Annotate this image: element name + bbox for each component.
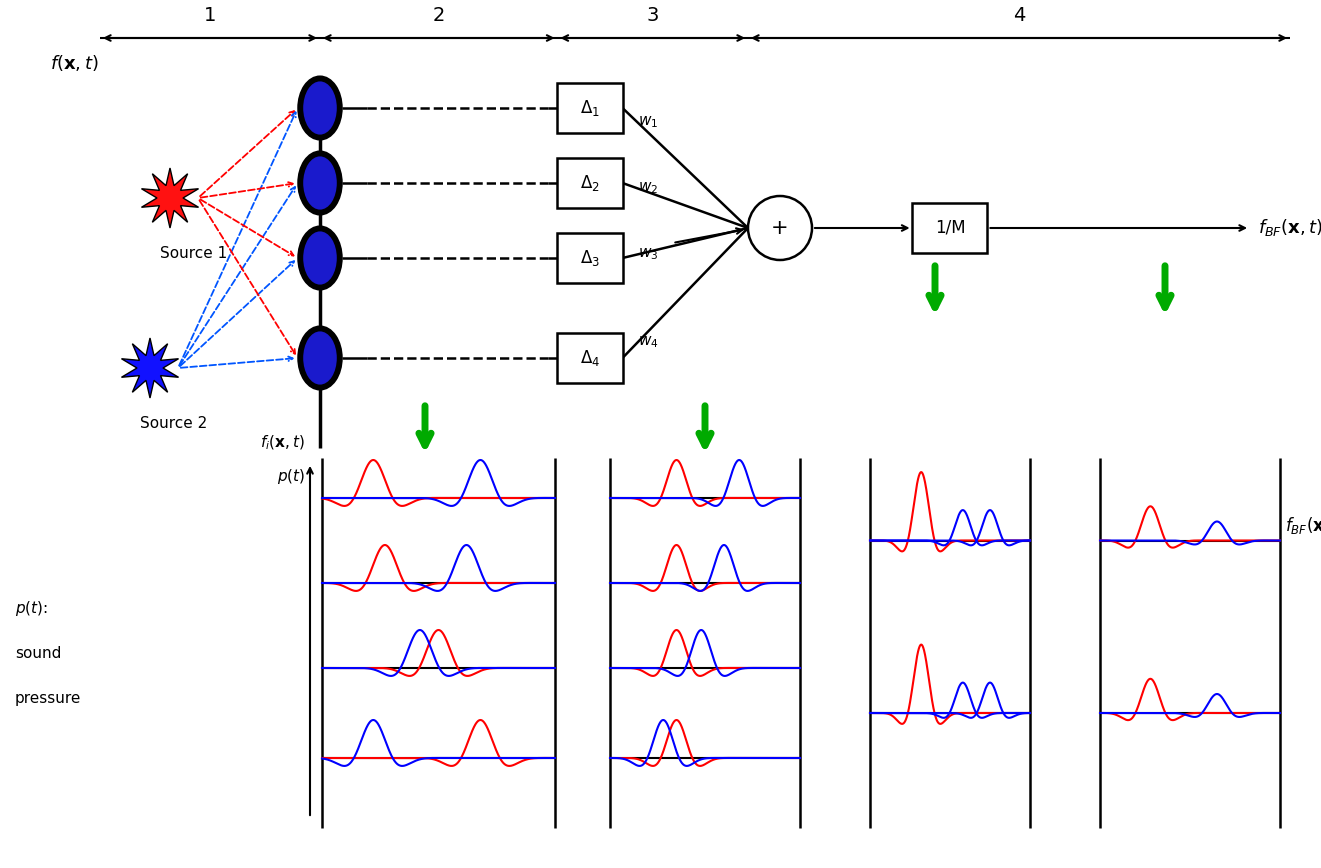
Text: $p(t)$: $p(t)$ xyxy=(277,466,305,485)
Text: 1/M: 1/M xyxy=(935,219,966,237)
Text: $\Delta_4$: $\Delta_4$ xyxy=(580,348,600,368)
Text: $f_{BF}(\mathbf{x},t)$: $f_{BF}(\mathbf{x},t)$ xyxy=(1258,218,1321,239)
Text: $\Delta_2$: $\Delta_2$ xyxy=(580,173,600,193)
Text: +: + xyxy=(771,218,789,238)
Text: Source 2: Source 2 xyxy=(140,416,207,431)
Text: $w_1$: $w_1$ xyxy=(638,115,658,130)
Polygon shape xyxy=(122,338,178,398)
Text: $w_3$: $w_3$ xyxy=(638,247,658,262)
Text: 2: 2 xyxy=(432,6,445,25)
Text: $f_i(\mathbf{x},t)$: $f_i(\mathbf{x},t)$ xyxy=(260,434,305,452)
Text: $\Delta_3$: $\Delta_3$ xyxy=(580,248,600,268)
Text: $f(\mathbf{x},t)$: $f(\mathbf{x},t)$ xyxy=(50,53,99,73)
FancyBboxPatch shape xyxy=(557,158,622,208)
Text: pressure: pressure xyxy=(15,691,82,706)
Text: $p(t)$:: $p(t)$: xyxy=(15,599,48,617)
Text: $f_{BF}(\mathbf{x},t)$: $f_{BF}(\mathbf{x},t)$ xyxy=(1285,515,1321,536)
Ellipse shape xyxy=(304,156,337,209)
Polygon shape xyxy=(141,168,198,228)
Ellipse shape xyxy=(304,232,337,285)
FancyBboxPatch shape xyxy=(557,83,622,133)
Ellipse shape xyxy=(304,82,337,135)
Text: Source 1: Source 1 xyxy=(160,246,227,260)
FancyBboxPatch shape xyxy=(557,233,622,283)
Text: sound: sound xyxy=(15,646,61,661)
Text: $\Delta_1$: $\Delta_1$ xyxy=(580,98,600,118)
FancyBboxPatch shape xyxy=(557,333,622,383)
Text: 3: 3 xyxy=(646,6,659,25)
Ellipse shape xyxy=(299,77,341,139)
Text: 1: 1 xyxy=(203,6,217,25)
Text: 4: 4 xyxy=(1013,6,1025,25)
Text: $w_4$: $w_4$ xyxy=(638,334,658,351)
Ellipse shape xyxy=(299,327,341,389)
Text: $w_2$: $w_2$ xyxy=(638,181,658,196)
FancyBboxPatch shape xyxy=(913,203,988,253)
Ellipse shape xyxy=(304,332,337,385)
Ellipse shape xyxy=(299,227,341,289)
Circle shape xyxy=(748,196,812,260)
Ellipse shape xyxy=(299,152,341,214)
